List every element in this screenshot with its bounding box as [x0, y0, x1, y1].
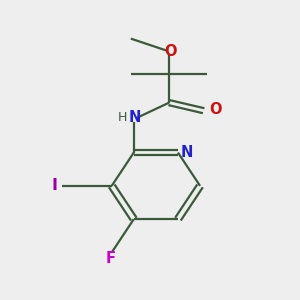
Text: F: F	[105, 251, 115, 266]
Text: H: H	[118, 112, 127, 124]
Text: O: O	[209, 101, 222, 116]
Text: O: O	[164, 44, 177, 59]
Text: N: N	[129, 110, 142, 125]
Text: I: I	[51, 178, 57, 193]
Text: N: N	[181, 145, 193, 160]
